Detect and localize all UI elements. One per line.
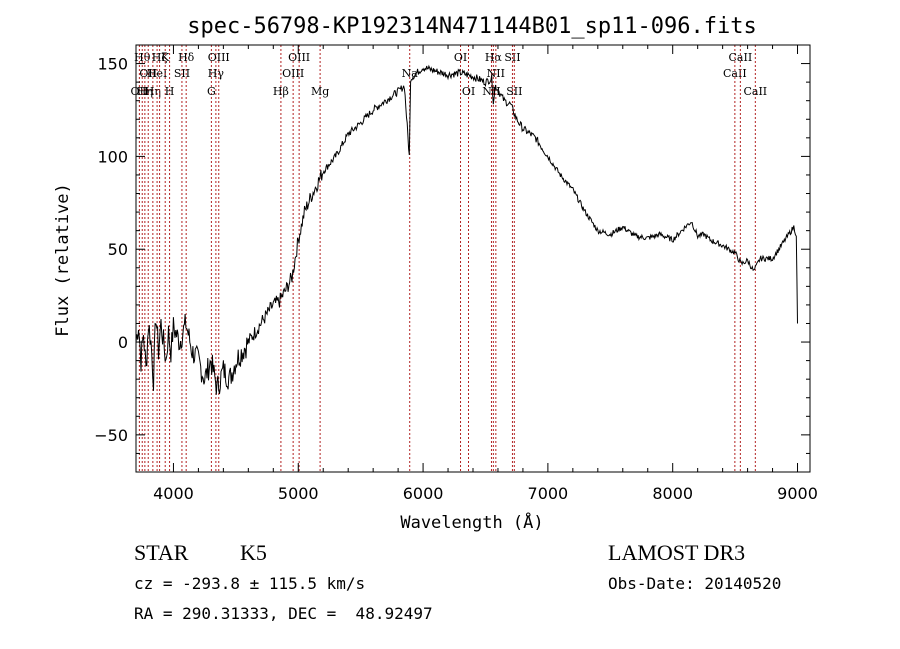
x-tick-label: 8000	[652, 484, 693, 503]
line-marker-label: Hθ	[134, 51, 151, 64]
line-marker-label: Hδ	[178, 51, 195, 64]
x-tick-label: 5000	[278, 484, 319, 503]
spectrum-series	[135, 64, 798, 395]
x-axis-label: Wavelength (Å)	[400, 511, 543, 533]
line-marker-label: K	[161, 51, 170, 64]
line-marker-label: SII	[506, 85, 522, 98]
line-marker-label: Hγ	[208, 67, 225, 80]
emission-line-markers: OIIHθHηOIIHηHeIHζKHSIIHδGHγOIIIHβOIIIOII…	[131, 45, 767, 472]
line-marker-label: CaII	[743, 85, 767, 98]
x-tick-label: 9000	[777, 484, 818, 503]
y-tick-label: 50	[108, 240, 128, 259]
line-marker-label: Hη	[137, 85, 153, 98]
line-marker-label: CaII	[729, 51, 753, 64]
x-tick-label: 6000	[403, 484, 444, 503]
line-marker-label: NII	[487, 67, 505, 80]
line-marker-label: H	[165, 85, 175, 98]
line-marker-label: OIII	[208, 51, 230, 64]
object-class: STAR	[134, 540, 189, 565]
line-marker-label: Hβ	[273, 85, 289, 98]
x-tick-label: 4000	[153, 484, 194, 503]
line-marker-label: OI	[454, 51, 467, 64]
y-tick-label: 100	[97, 147, 128, 166]
line-marker-label: Hα	[485, 51, 503, 64]
object-subclass: K5	[240, 540, 267, 565]
line-marker-label: SII	[504, 51, 520, 64]
line-marker-label: G	[207, 85, 216, 98]
plot-axes	[135, 44, 811, 473]
y-tick-label: −50	[94, 426, 128, 445]
redshift-velocity: cz = -293.8 ± 115.5 km/s	[134, 574, 366, 593]
observation-date: Obs-Date: 20140520	[608, 574, 782, 593]
y-tick-label: 0	[118, 333, 128, 352]
line-marker-label: CaII	[723, 67, 747, 80]
coordinates: RA = 290.31333, DEC = 48.92497	[134, 604, 433, 623]
plot-frame	[135, 44, 811, 473]
spectrum-line	[135, 64, 798, 395]
line-marker-label: Mg	[311, 85, 329, 98]
line-marker-label: OII	[131, 85, 149, 98]
y-tick-label: 150	[97, 55, 128, 74]
line-marker-label: OIII	[282, 67, 304, 80]
line-marker-label: OIII	[288, 51, 310, 64]
line-marker-label: Hζ	[152, 51, 168, 64]
line-marker-label: HeI	[147, 67, 167, 80]
y-axis-label: Flux (relative)	[53, 183, 73, 337]
line-marker-label: OI	[462, 85, 475, 98]
line-marker-label: Hη	[145, 85, 161, 98]
x-tick-label: 7000	[528, 484, 569, 503]
tick-group: 4000 5000 6000 7000 8000 9000 −50 0 50 100 150	[94, 44, 818, 503]
survey-name: LAMOST DR3	[608, 540, 746, 565]
chart-title: spec-56798-KP192314N471144B01_sp11-096.f…	[187, 14, 757, 39]
line-marker-label: SII	[174, 67, 190, 80]
